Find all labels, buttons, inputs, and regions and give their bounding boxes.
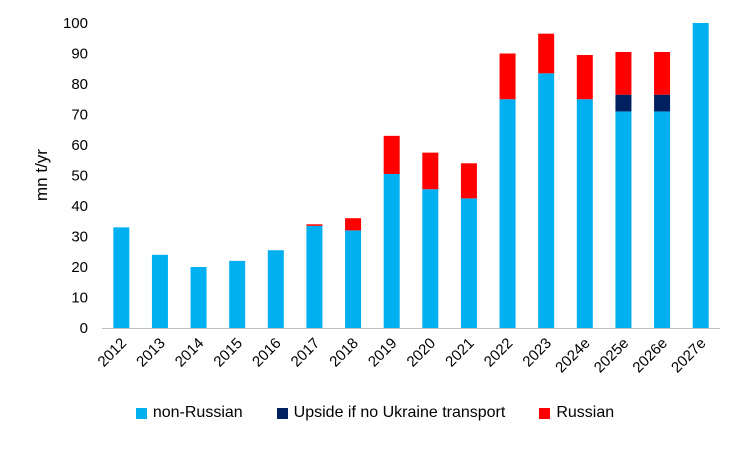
y-tick-label-100: 100 <box>63 15 88 32</box>
x-tick-label-2019: 2019 <box>365 335 401 371</box>
x-tick-label-2024e: 2024e <box>552 335 594 377</box>
y-tick-label-10: 10 <box>71 290 88 307</box>
y-tick-label-20: 20 <box>71 259 88 276</box>
legend-swatch-russian <box>539 407 551 419</box>
bar-non-russian-2016 <box>267 250 284 328</box>
legend-swatch-upside <box>276 407 288 419</box>
legend-item-upside: Upside if no Ukraine transport <box>276 404 506 422</box>
bar-upside-if-no-ukraine-transport-2026e <box>654 94 671 112</box>
legend-item-russian: Russian <box>539 404 614 422</box>
bar-russian-2026e <box>654 51 671 95</box>
y-tick-label-40: 40 <box>71 198 88 215</box>
x-tick-label-2018: 2018 <box>326 335 362 371</box>
y-tick-label-0: 0 <box>80 320 88 337</box>
bar-non-russian-2019 <box>383 173 400 328</box>
bar-non-russian-2020 <box>422 189 439 328</box>
y-tick-label-60: 60 <box>71 137 88 154</box>
y-tick-label-70: 70 <box>71 107 88 124</box>
bar-russian-2022 <box>499 53 516 100</box>
x-tick-label-2017: 2017 <box>288 335 324 371</box>
bar-non-russian-2022 <box>499 99 516 328</box>
legend: non-Russian Upside if no Ukraine transpo… <box>0 404 750 422</box>
x-tick-label-2012: 2012 <box>95 335 131 371</box>
x-tick-label-2022: 2022 <box>481 335 517 371</box>
x-tick-label-2015: 2015 <box>210 335 246 371</box>
bar-russian-2021 <box>460 163 477 199</box>
x-tick-label-2026e: 2026e <box>629 335 671 377</box>
bar-russian-2018 <box>345 218 362 231</box>
bar-russian-2024e <box>576 55 593 100</box>
legend-label-non-russian: non-Russian <box>152 404 243 421</box>
bar-russian-2019 <box>383 135 400 174</box>
y-tick-label-30: 30 <box>71 229 88 246</box>
bar-non-russian-2026e <box>654 111 671 328</box>
legend-label-upside: Upside if no Ukraine transport <box>293 404 506 421</box>
bar-non-russian-2025e <box>615 111 632 328</box>
bar-non-russian-2017 <box>306 225 323 328</box>
x-tick-label-2021: 2021 <box>442 335 478 371</box>
x-tick-label-2014: 2014 <box>172 335 208 371</box>
bar-non-russian-2021 <box>460 198 477 328</box>
y-tick-label-80: 80 <box>71 76 88 93</box>
x-tick-label-2016: 2016 <box>249 335 285 371</box>
bar-upside-if-no-ukraine-transport-2025e <box>615 94 632 112</box>
legend-swatch-non-russian <box>135 407 147 419</box>
y-tick-label-90: 90 <box>71 46 88 63</box>
bar-non-russian-2018 <box>345 230 362 328</box>
legend-item-non-russian: non-Russian <box>135 404 243 422</box>
bar-non-russian-2015 <box>229 260 246 328</box>
x-tick-label-2013: 2013 <box>133 335 169 371</box>
bar-russian-2020 <box>422 152 439 190</box>
bar-non-russian-2014 <box>190 267 207 328</box>
y-axis-ticks: 0 10 20 30 40 50 60 70 80 90 100 <box>63 15 88 337</box>
bar-non-russian-2023 <box>538 73 555 328</box>
x-tick-label-2025e: 2025e <box>591 335 633 377</box>
x-tick-label-2027e: 2027e <box>668 335 710 377</box>
bar-non-russian-2024e <box>576 99 593 328</box>
x-axis-ticks: 2012 2013 2014 2015 2016 2017 2018 2019 2020 2021… <box>95 335 710 377</box>
bar-russian-2017 <box>306 224 323 226</box>
bars <box>113 23 709 328</box>
y-tick-label-50: 50 <box>71 168 88 185</box>
x-tick-label-2023: 2023 <box>519 335 555 371</box>
bar-russian-2023 <box>538 33 555 74</box>
legend-label-russian: Russian <box>556 404 615 421</box>
x-tick-label-2020: 2020 <box>404 335 440 371</box>
bar-non-russian-2012 <box>113 227 130 328</box>
y-axis-label: mn t/yr <box>32 149 51 201</box>
bar-non-russian-2013 <box>151 254 168 328</box>
bar-russian-2025e <box>615 51 632 95</box>
bar-non-russian-2027e <box>692 23 709 328</box>
